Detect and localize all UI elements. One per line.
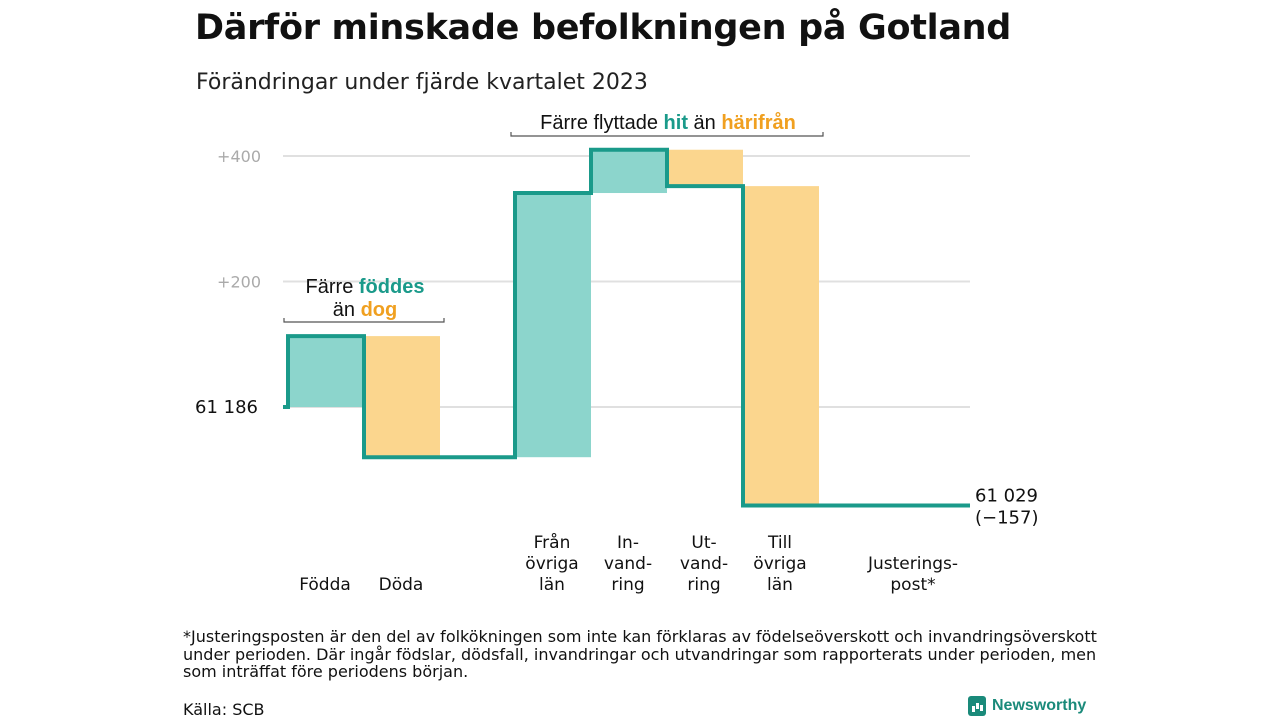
labels: Födda DödaFrånövrigalänIn-vand-ringUt-van…	[195, 397, 1038, 595]
category-label: Döda	[379, 575, 424, 595]
category-label: In-	[617, 533, 639, 553]
start-value-label: 61 186	[195, 397, 258, 418]
category-label: län	[767, 575, 793, 595]
end-value-label: 61 029	[975, 486, 1038, 507]
logo-text: Newsworthy	[992, 697, 1087, 714]
births-bracket	[283, 318, 445, 323]
bar-5	[743, 186, 819, 506]
chart-title: Därför minskade befolkningen på Gotland	[195, 8, 1012, 48]
logo-icon	[968, 696, 986, 716]
category-label: Från	[534, 532, 571, 553]
category-label: post*	[890, 575, 935, 595]
category-label: övriga	[753, 554, 806, 574]
ytick-label: +200	[217, 273, 261, 292]
category-label: ring	[687, 575, 720, 595]
category-label: övriga	[525, 554, 578, 574]
category-label: Till	[767, 533, 792, 553]
category-label: ring	[611, 575, 644, 595]
bars	[288, 149, 819, 506]
bar-3	[591, 149, 667, 194]
category-label: län	[539, 575, 565, 595]
chart-subtitle: Förändringar under fjärde kvartalet 2023	[196, 70, 648, 95]
source-label: Källa: SCB	[183, 700, 265, 719]
footnote: *Justeringsposten är den del av folkökni…	[183, 627, 1097, 681]
category-label: vand-	[604, 554, 652, 574]
bar-1	[364, 336, 440, 458]
category-label: vand-	[680, 554, 728, 574]
category-label: Födda	[299, 575, 351, 595]
migration-annotation: Färre flyttade hit än härifrån	[540, 112, 796, 134]
migration-bracket	[510, 132, 824, 137]
end-value-label: (−157)	[975, 508, 1038, 529]
births-annotation: Färre föddes än dog	[305, 276, 425, 321]
category-label: Ut-	[691, 533, 716, 553]
category-label: Justerings-	[867, 554, 958, 574]
step-line	[283, 147, 970, 508]
step-line-path	[283, 147, 970, 508]
bar-2	[515, 193, 591, 458]
bar-4	[667, 149, 743, 187]
brackets	[283, 132, 824, 323]
newsworthy-logo: Newsworthy	[968, 696, 1086, 716]
ytick-label: +400	[217, 147, 261, 166]
bar-0	[288, 336, 364, 407]
